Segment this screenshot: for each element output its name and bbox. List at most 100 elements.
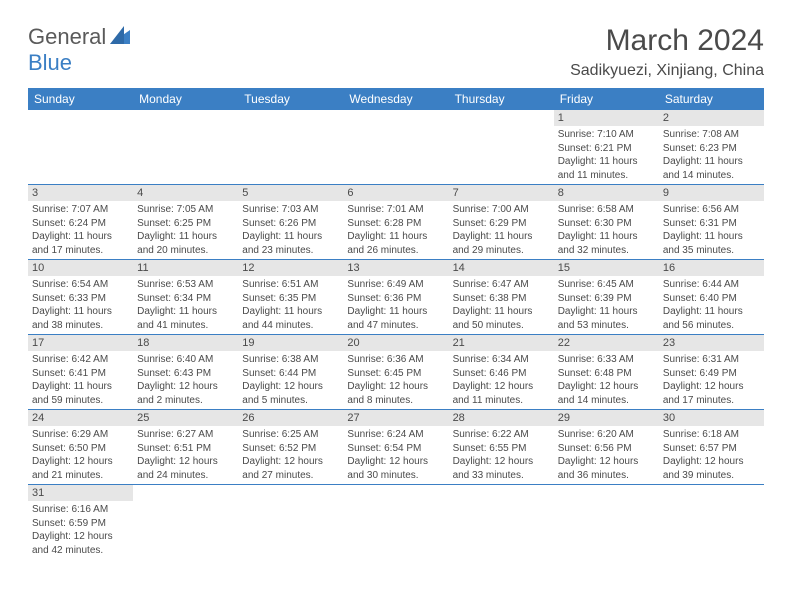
calendar-cell: 24 Sunrise: 6:29 AMSunset: 6:50 PMDayligh…: [28, 410, 133, 485]
daylight-text-2: and 8 minutes.: [347, 394, 444, 408]
day-number: 22: [554, 335, 659, 351]
sunrise-text: Sunrise: 6:29 AM: [32, 428, 129, 442]
day-details: Sunrise: 6:47 AMSunset: 6:38 PMDaylight:…: [449, 276, 554, 334]
weekday-header: Friday: [554, 88, 659, 110]
sunset-text: Sunset: 6:40 PM: [663, 292, 760, 306]
daylight-text-1: Daylight: 11 hours: [242, 305, 339, 319]
day-number: 16: [659, 260, 764, 276]
day-number: 5: [238, 185, 343, 201]
calendar-cell: 7Sunrise: 7:00 AMSunset: 6:29 PMDaylight…: [449, 185, 554, 260]
daylight-text-2: and 29 minutes.: [453, 244, 550, 258]
day-details: Sunrise: 6:44 AMSunset: 6:40 PMDaylight:…: [659, 276, 764, 334]
sunset-text: Sunset: 6:48 PM: [558, 367, 655, 381]
sunset-text: Sunset: 6:54 PM: [347, 442, 444, 456]
day-details: Sunrise: 6:49 AMSunset: 6:36 PMDaylight:…: [343, 276, 448, 334]
sunrise-text: Sunrise: 6:54 AM: [32, 278, 129, 292]
daylight-text-2: and 33 minutes.: [453, 469, 550, 483]
day-details: Sunrise: 6:54 AMSunset: 6:33 PMDaylight:…: [28, 276, 133, 334]
daylight-text-1: Daylight: 11 hours: [347, 305, 444, 319]
daylight-text-2: and 21 minutes.: [32, 469, 129, 483]
daylight-text-1: Daylight: 12 hours: [137, 380, 234, 394]
day-number: 19: [238, 335, 343, 351]
calendar-table: SundayMondayTuesdayWednesdayThursdayFrid…: [28, 88, 764, 559]
calendar-cell: [449, 485, 554, 560]
calendar-cell: 12Sunrise: 6:51 AMSunset: 6:35 PMDayligh…: [238, 260, 343, 335]
day-details: Sunrise: 6:56 AMSunset: 6:31 PMDaylight:…: [659, 201, 764, 259]
calendar-cell: ..: [28, 110, 133, 185]
day-number: 15: [554, 260, 659, 276]
calendar-cell: 21Sunrise: 6:34 AMSunset: 6:46 PMDayligh…: [449, 335, 554, 410]
day-number: 29: [554, 410, 659, 426]
sunrise-text: Sunrise: 7:10 AM: [558, 128, 655, 142]
daylight-text-2: and 30 minutes.: [347, 469, 444, 483]
calendar-cell: 2Sunrise: 7:08 AMSunset: 6:23 PMDaylight…: [659, 110, 764, 185]
calendar-cell: 29Sunrise: 6:20 AMSunset: 6:56 PMDayligh…: [554, 410, 659, 485]
daylight-text-1: Daylight: 11 hours: [453, 230, 550, 244]
day-number: 11: [133, 260, 238, 276]
sunrise-text: Sunrise: 6:33 AM: [558, 353, 655, 367]
calendar-cell: 6Sunrise: 7:01 AMSunset: 6:28 PMDaylight…: [343, 185, 448, 260]
day-details: Sunrise: 6:42 AMSunset: 6:41 PMDaylight:…: [28, 351, 133, 409]
daylight-text-2: and 50 minutes.: [453, 319, 550, 333]
daylight-text-1: Daylight: 11 hours: [663, 155, 760, 169]
calendar-body: ..........1Sunrise: 7:10 AMSunset: 6:21 …: [28, 110, 764, 559]
day-details: Sunrise: 6:33 AMSunset: 6:48 PMDaylight:…: [554, 351, 659, 409]
sunrise-text: Sunrise: 6:49 AM: [347, 278, 444, 292]
day-details: Sunrise: 7:05 AMSunset: 6:25 PMDaylight:…: [133, 201, 238, 259]
day-details: Sunrise: 6:22 AMSunset: 6:55 PMDaylight:…: [449, 426, 554, 484]
sunset-text: Sunset: 6:55 PM: [453, 442, 550, 456]
daylight-text-1: Daylight: 12 hours: [32, 455, 129, 469]
daylight-text-2: and 38 minutes.: [32, 319, 129, 333]
daylight-text-2: and 17 minutes.: [32, 244, 129, 258]
logo-text-2: Blue: [28, 50, 72, 76]
calendar-cell: ..: [133, 110, 238, 185]
day-details: Sunrise: 6:27 AMSunset: 6:51 PMDaylight:…: [133, 426, 238, 484]
sunrise-text: Sunrise: 6:45 AM: [558, 278, 655, 292]
daylight-text-1: Daylight: 12 hours: [558, 455, 655, 469]
logo-sail-icon: [110, 24, 130, 50]
calendar-cell: 5Sunrise: 7:03 AMSunset: 6:26 PMDaylight…: [238, 185, 343, 260]
sunset-text: Sunset: 6:50 PM: [32, 442, 129, 456]
sunrise-text: Sunrise: 6:42 AM: [32, 353, 129, 367]
calendar-cell: 20Sunrise: 6:36 AMSunset: 6:45 PMDayligh…: [343, 335, 448, 410]
daylight-text-1: Daylight: 11 hours: [32, 305, 129, 319]
calendar-cell: 15Sunrise: 6:45 AMSunset: 6:39 PMDayligh…: [554, 260, 659, 335]
sunset-text: Sunset: 6:38 PM: [453, 292, 550, 306]
calendar-cell: 14Sunrise: 6:47 AMSunset: 6:38 PMDayligh…: [449, 260, 554, 335]
calendar-cell: 27Sunrise: 6:24 AMSunset: 6:54 PMDayligh…: [343, 410, 448, 485]
sunset-text: Sunset: 6:24 PM: [32, 217, 129, 231]
daylight-text-2: and 41 minutes.: [137, 319, 234, 333]
sunrise-text: Sunrise: 7:01 AM: [347, 203, 444, 217]
calendar-cell: 3Sunrise: 7:07 AMSunset: 6:24 PMDaylight…: [28, 185, 133, 260]
daylight-text-2: and 36 minutes.: [558, 469, 655, 483]
sunset-text: Sunset: 6:44 PM: [242, 367, 339, 381]
day-number: 18: [133, 335, 238, 351]
calendar-week-row: 3Sunrise: 7:07 AMSunset: 6:24 PMDaylight…: [28, 185, 764, 260]
day-details: Sunrise: 6:40 AMSunset: 6:43 PMDaylight:…: [133, 351, 238, 409]
weekday-header: Saturday: [659, 88, 764, 110]
month-title: March 2024: [570, 24, 764, 58]
daylight-text-2: and 20 minutes.: [137, 244, 234, 258]
sunrise-text: Sunrise: 7:00 AM: [453, 203, 550, 217]
daylight-text-2: and 2 minutes.: [137, 394, 234, 408]
daylight-text-1: Daylight: 11 hours: [32, 380, 129, 394]
daylight-text-1: Daylight: 12 hours: [137, 455, 234, 469]
sunrise-text: Sunrise: 6:16 AM: [32, 503, 129, 517]
sunset-text: Sunset: 6:26 PM: [242, 217, 339, 231]
sunrise-text: Sunrise: 6:44 AM: [663, 278, 760, 292]
day-number: 24: [28, 410, 133, 426]
calendar-cell: [133, 485, 238, 560]
day-number: 2: [659, 110, 764, 126]
day-details: Sunrise: 6:53 AMSunset: 6:34 PMDaylight:…: [133, 276, 238, 334]
day-details: Sunrise: 7:07 AMSunset: 6:24 PMDaylight:…: [28, 201, 133, 259]
sunrise-text: Sunrise: 6:25 AM: [242, 428, 339, 442]
day-details: Sunrise: 7:10 AMSunset: 6:21 PMDaylight:…: [554, 126, 659, 184]
calendar-cell: 26Sunrise: 6:25 AMSunset: 6:52 PMDayligh…: [238, 410, 343, 485]
day-details: Sunrise: 6:34 AMSunset: 6:46 PMDaylight:…: [449, 351, 554, 409]
day-number: 25: [133, 410, 238, 426]
daylight-text-2: and 44 minutes.: [242, 319, 339, 333]
calendar-cell: 28Sunrise: 6:22 AMSunset: 6:55 PMDayligh…: [449, 410, 554, 485]
day-number: 23: [659, 335, 764, 351]
sunrise-text: Sunrise: 6:34 AM: [453, 353, 550, 367]
day-number: 14: [449, 260, 554, 276]
